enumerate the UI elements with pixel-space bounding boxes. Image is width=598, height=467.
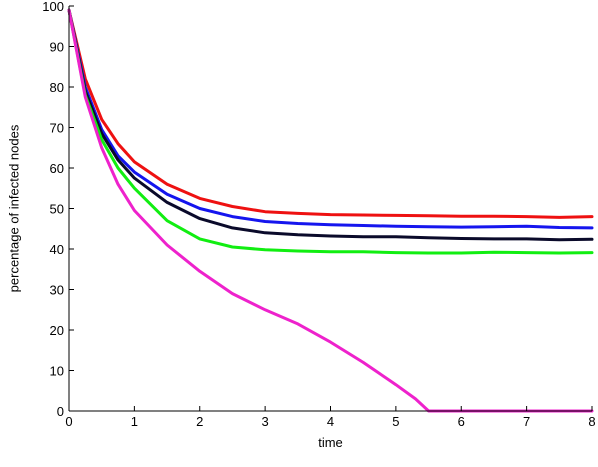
- x-tick-label: 8: [588, 414, 595, 429]
- x-tick-label: 7: [523, 414, 530, 429]
- x-axis-label: time: [318, 435, 343, 450]
- y-tick-label: 30: [50, 283, 64, 298]
- y-axis-label: percentage of infected nodes: [6, 124, 21, 292]
- axes-layer: [68, 6, 592, 412]
- y-tick-label: 80: [50, 80, 64, 95]
- y-tick-label: 90: [50, 40, 64, 55]
- x-tick-label: 4: [327, 414, 334, 429]
- series-line-4: [67, 8, 594, 255]
- series-layer: [67, 8, 594, 413]
- y-tick-label: 40: [50, 242, 64, 257]
- y-tick-label: 0: [57, 404, 64, 419]
- series-line-3: [67, 8, 594, 242]
- x-tick-label: 1: [131, 414, 138, 429]
- x-tick-label: 2: [196, 414, 203, 429]
- x-tick-label: 3: [262, 414, 269, 429]
- x-tick-label: 6: [458, 414, 465, 429]
- y-tick-label: 100: [42, 0, 64, 14]
- y-tick-label: 60: [50, 161, 64, 176]
- y-tick-label: 20: [50, 323, 64, 338]
- series-line-1: [67, 8, 594, 219]
- y-tick-label: 70: [50, 121, 64, 136]
- y-tick-label: 50: [50, 202, 64, 217]
- series-line-2: [67, 8, 594, 230]
- series-line-5: [67, 8, 594, 413]
- x-tick-label: 5: [392, 414, 399, 429]
- x-tick-label: 0: [65, 414, 72, 429]
- y-tick-label: 10: [50, 364, 64, 379]
